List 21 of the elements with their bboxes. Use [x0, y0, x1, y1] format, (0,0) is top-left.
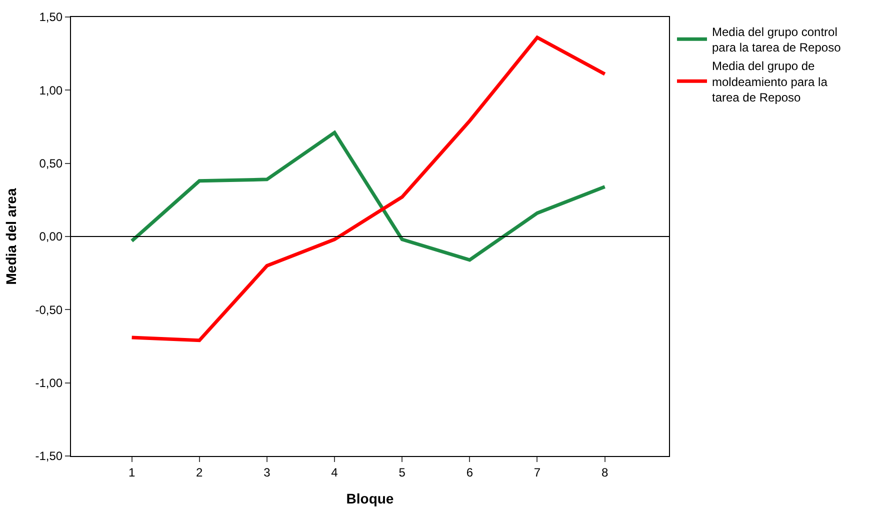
y-axis-title: Media del area — [2, 188, 19, 285]
x-tick-label: 8 — [601, 465, 608, 480]
x-tick-label: 3 — [264, 465, 271, 480]
y-tick-label: 1,50 — [39, 10, 63, 24]
y-tick-label: -1,00 — [35, 376, 63, 390]
x-tick-label: 5 — [398, 465, 406, 480]
y-tick-label: -1,50 — [35, 449, 63, 464]
line-series — [130, 130, 607, 262]
x-tick-label: 6 — [466, 465, 474, 480]
legend-label: Media del grupo de moldeamiento para la tarea de Reposo — [712, 59, 828, 104]
line-series — [130, 36, 607, 342]
x-tick-label: 2 — [196, 465, 204, 480]
legend-label: Media del grupo control para la tarea de Reposo — [712, 24, 842, 55]
x-tick-label: 7 — [534, 465, 541, 480]
y-tick-label: -0,50 — [35, 302, 63, 317]
x-tick-label: 4 — [331, 465, 338, 480]
x-tick-label: 1 — [128, 465, 136, 480]
y-tick-label: 0,50 — [39, 156, 63, 171]
y-tick-label: 1,00 — [39, 83, 63, 98]
y-tick-label: 0,00 — [39, 230, 63, 244]
x-axis-title: Bloque — [346, 490, 394, 507]
